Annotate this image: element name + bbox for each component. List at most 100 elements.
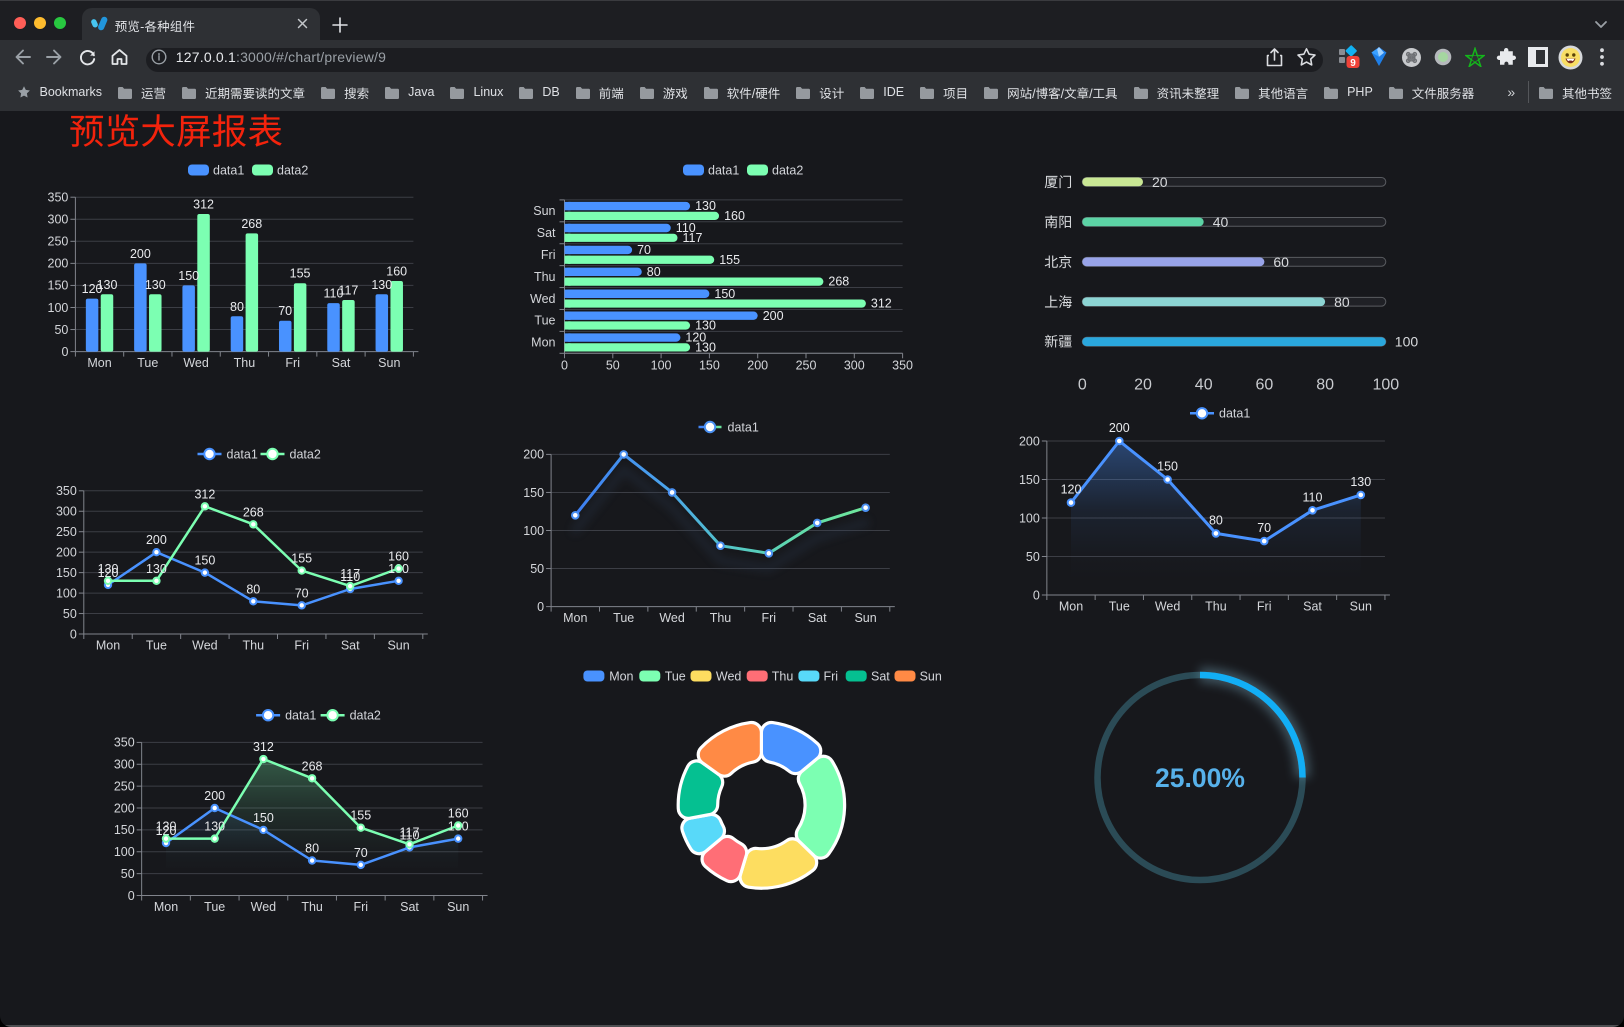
svg-text:155: 155 bbox=[350, 808, 371, 822]
svg-text:200: 200 bbox=[56, 545, 77, 559]
svg-text:厦门: 厦门 bbox=[1044, 171, 1072, 191]
svg-text:150: 150 bbox=[56, 565, 77, 579]
svg-text:268: 268 bbox=[302, 759, 323, 773]
svg-text:100: 100 bbox=[1395, 333, 1419, 349]
svg-text:250: 250 bbox=[48, 234, 69, 248]
svg-text:200: 200 bbox=[130, 246, 151, 260]
svg-text:data1: data1 bbox=[285, 708, 316, 722]
svg-text:Sun: Sun bbox=[533, 204, 555, 218]
svg-text:Wed: Wed bbox=[1155, 599, 1181, 613]
svg-text:130: 130 bbox=[695, 199, 716, 213]
svg-text:300: 300 bbox=[114, 757, 135, 771]
svg-text:150: 150 bbox=[714, 286, 735, 300]
svg-text:Thu: Thu bbox=[234, 356, 256, 370]
svg-text:Tue: Tue bbox=[665, 669, 686, 683]
svg-text:100: 100 bbox=[651, 358, 672, 372]
svg-text:60: 60 bbox=[1273, 253, 1289, 269]
svg-text:268: 268 bbox=[828, 274, 849, 288]
svg-text:150: 150 bbox=[178, 268, 199, 282]
svg-text:120: 120 bbox=[685, 330, 706, 344]
svg-text:130: 130 bbox=[695, 340, 716, 354]
svg-text:25.00%: 25.00% bbox=[1155, 763, 1245, 793]
svg-text:Thu: Thu bbox=[301, 900, 323, 914]
svg-text:0: 0 bbox=[61, 344, 68, 358]
svg-text:data2: data2 bbox=[290, 447, 321, 461]
svg-text:Mon: Mon bbox=[609, 669, 633, 683]
svg-text:150: 150 bbox=[48, 278, 69, 292]
svg-text:50: 50 bbox=[63, 606, 77, 620]
svg-text:data1: data1 bbox=[708, 163, 739, 177]
svg-text:Tue: Tue bbox=[204, 900, 225, 914]
svg-text:250: 250 bbox=[796, 358, 817, 372]
svg-text:312: 312 bbox=[871, 296, 892, 310]
svg-text:130: 130 bbox=[98, 561, 119, 575]
svg-text:160: 160 bbox=[448, 806, 469, 820]
svg-text:268: 268 bbox=[241, 216, 262, 230]
svg-text:312: 312 bbox=[253, 740, 274, 754]
svg-text:150: 150 bbox=[253, 810, 274, 824]
svg-text:data2: data2 bbox=[350, 708, 381, 722]
svg-text:350: 350 bbox=[56, 484, 77, 498]
svg-text:120: 120 bbox=[1061, 482, 1082, 496]
svg-text:130: 130 bbox=[371, 277, 392, 291]
svg-text:上海: 上海 bbox=[1044, 291, 1072, 311]
svg-text:155: 155 bbox=[290, 266, 311, 280]
svg-text:110: 110 bbox=[676, 221, 696, 235]
svg-text:117: 117 bbox=[683, 230, 703, 244]
svg-text:Sun: Sun bbox=[920, 669, 942, 683]
svg-text:200: 200 bbox=[146, 533, 167, 547]
svg-text:Mon: Mon bbox=[87, 356, 111, 370]
svg-text:北京: 北京 bbox=[1044, 251, 1072, 271]
svg-text:130: 130 bbox=[1350, 474, 1371, 488]
svg-text:Wed: Wed bbox=[530, 291, 556, 305]
svg-text:200: 200 bbox=[1019, 434, 1040, 448]
svg-text:新疆: 新疆 bbox=[1044, 331, 1072, 351]
svg-text:110: 110 bbox=[1303, 490, 1323, 504]
svg-text:Fri: Fri bbox=[541, 248, 556, 262]
svg-text:200: 200 bbox=[48, 256, 69, 270]
svg-text:Mon: Mon bbox=[1059, 599, 1083, 613]
svg-text:100: 100 bbox=[48, 300, 69, 314]
svg-text:Thu: Thu bbox=[772, 669, 794, 683]
svg-text:150: 150 bbox=[523, 485, 544, 499]
svg-text:350: 350 bbox=[892, 358, 913, 372]
svg-text:130: 130 bbox=[97, 277, 118, 291]
svg-text:155: 155 bbox=[291, 551, 312, 565]
svg-text:150: 150 bbox=[1019, 472, 1040, 486]
svg-text:80: 80 bbox=[305, 841, 319, 855]
svg-text:80: 80 bbox=[647, 264, 661, 278]
svg-text:Thu: Thu bbox=[243, 638, 265, 652]
svg-text:160: 160 bbox=[724, 209, 745, 223]
svg-text:Thu: Thu bbox=[1205, 599, 1227, 613]
svg-text:50: 50 bbox=[530, 561, 544, 575]
svg-text:Tue: Tue bbox=[534, 313, 555, 327]
svg-text:Sun: Sun bbox=[387, 638, 409, 652]
svg-text:0: 0 bbox=[537, 599, 544, 613]
svg-text:0: 0 bbox=[561, 358, 568, 372]
svg-text:70: 70 bbox=[637, 243, 651, 257]
svg-text:80: 80 bbox=[1316, 376, 1334, 393]
svg-text:Fri: Fri bbox=[294, 638, 309, 652]
svg-text:data1: data1 bbox=[728, 420, 759, 434]
svg-text:130: 130 bbox=[156, 819, 177, 833]
svg-text:200: 200 bbox=[523, 447, 544, 461]
svg-text:130: 130 bbox=[146, 561, 167, 575]
svg-text:Fri: Fri bbox=[354, 900, 369, 914]
svg-text:117: 117 bbox=[338, 283, 358, 297]
svg-text:110: 110 bbox=[324, 286, 344, 300]
svg-text:250: 250 bbox=[56, 525, 77, 539]
svg-text:Sat: Sat bbox=[537, 226, 556, 240]
svg-text:350: 350 bbox=[48, 190, 69, 204]
svg-text:Mon: Mon bbox=[563, 611, 587, 625]
svg-text:117: 117 bbox=[340, 567, 360, 581]
svg-text:Sat: Sat bbox=[341, 638, 360, 652]
svg-text:20: 20 bbox=[1134, 376, 1152, 393]
svg-text:Mon: Mon bbox=[154, 900, 178, 914]
svg-text:Sun: Sun bbox=[378, 356, 400, 370]
svg-text:Thu: Thu bbox=[710, 611, 732, 625]
svg-text:50: 50 bbox=[606, 358, 620, 372]
svg-text:50: 50 bbox=[121, 866, 135, 880]
svg-text:110: 110 bbox=[400, 828, 420, 842]
svg-text:80: 80 bbox=[1334, 293, 1350, 309]
svg-text:50: 50 bbox=[1026, 549, 1040, 563]
